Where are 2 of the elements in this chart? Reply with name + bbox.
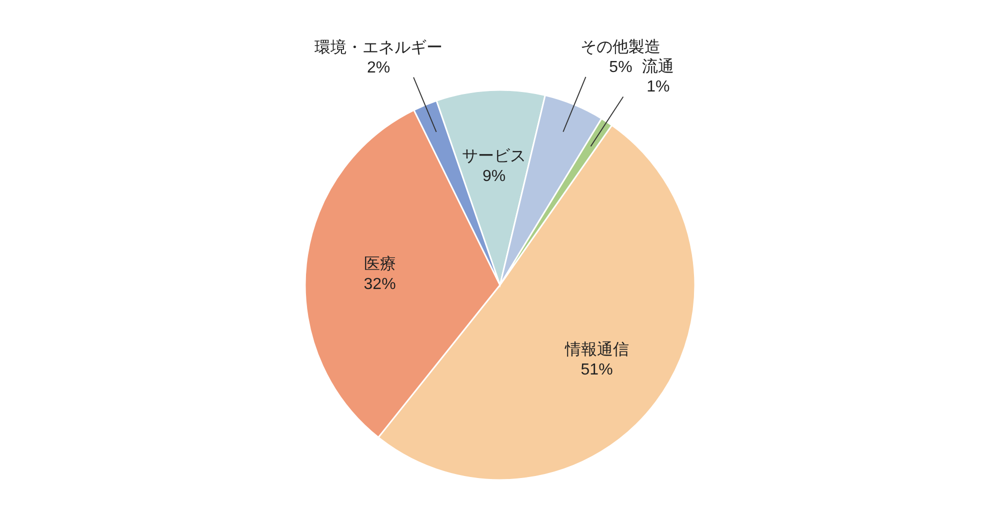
slice-label: その他製造 [580,38,661,56]
data-label: 5% [609,58,632,76]
